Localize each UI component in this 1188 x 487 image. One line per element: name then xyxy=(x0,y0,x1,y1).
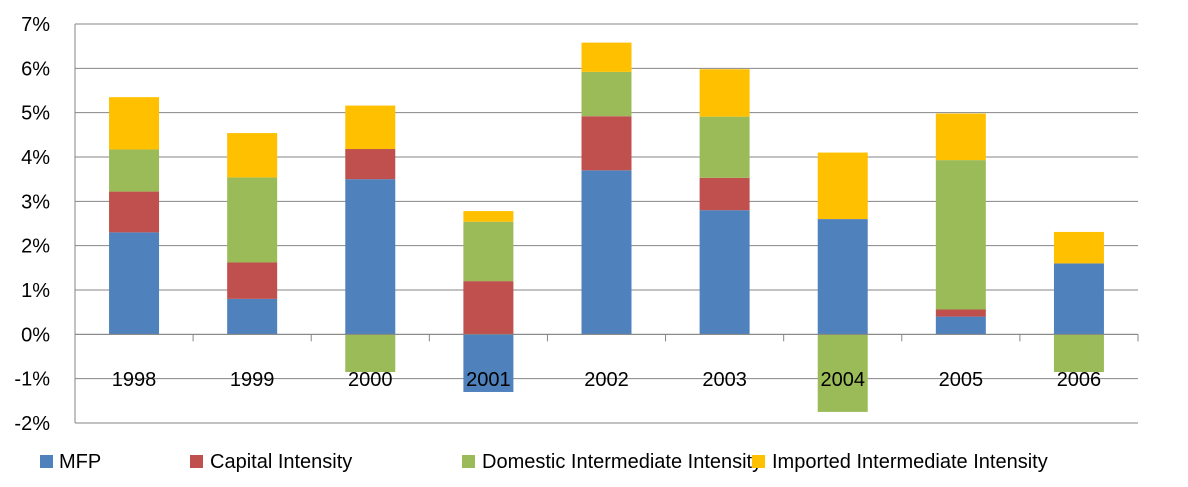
x-tick-label: 1998 xyxy=(112,369,157,391)
bar-mfp-1999 xyxy=(227,298,278,335)
y-tick-label: 0% xyxy=(21,324,50,346)
y-tick-label: -2% xyxy=(14,413,50,435)
bar-imported-intermediate-intensity-2004 xyxy=(817,152,868,220)
x-tick-label: 2000 xyxy=(348,369,393,391)
y-tick-label: 3% xyxy=(21,191,50,213)
bar-capital-intensity-1999 xyxy=(227,262,278,299)
bar-imported-intermediate-intensity-2002 xyxy=(581,42,632,72)
x-tick-label: 2001 xyxy=(466,369,511,391)
bar-imported-intermediate-intensity-1998 xyxy=(109,97,160,150)
bar-imported-intermediate-intensity-2001 xyxy=(463,211,514,222)
y-tick-label: 2% xyxy=(21,236,50,258)
axes: 7% 6% 5% 4% 3% 2% 1% 0% -1% -2% 1998 1999 2000 2001 20… xyxy=(14,14,1139,435)
bar-imported-intermediate-intensity-2005 xyxy=(935,113,986,161)
bar-capital-intensity-1998 xyxy=(109,191,160,233)
y-tick-label: 7% xyxy=(21,14,50,36)
bar-mfp-2001 xyxy=(463,334,514,392)
bar-mfp-2006 xyxy=(1053,263,1104,335)
bar-domestic-intermediate-intensity-1999 xyxy=(227,177,278,263)
legend-label: Capital Intensity xyxy=(210,451,352,473)
legend: MFP Capital Intensity Domestic Intermediat… xyxy=(40,451,1048,473)
y-tick-label: 1% xyxy=(21,280,50,302)
x-tick-label: 2005 xyxy=(939,369,984,391)
bar-mfp-2003 xyxy=(699,210,750,335)
bar-domestic-intermediate-intensity-2000 xyxy=(345,334,396,373)
y-tick-label: -1% xyxy=(14,369,50,391)
bar-imported-intermediate-intensity-2003 xyxy=(699,69,750,117)
bar-domestic-intermediate-intensity-2003 xyxy=(699,116,750,178)
bar-imported-intermediate-intensity-2000 xyxy=(345,105,396,150)
bar-imported-intermediate-intensity-1999 xyxy=(227,133,278,178)
bar-mfp-2002 xyxy=(581,170,632,335)
x-tick-label: 2003 xyxy=(702,369,747,391)
bar-domestic-intermediate-intensity-2001 xyxy=(463,221,514,282)
bar-capital-intensity-2002 xyxy=(581,116,632,171)
bar-capital-intensity-2003 xyxy=(699,177,750,211)
bar-domestic-intermediate-intensity-2002 xyxy=(581,71,632,117)
legend-label: Domestic Intermediate Intensity xyxy=(482,451,762,473)
y-tick-label: 6% xyxy=(21,58,50,80)
legend-swatch xyxy=(40,455,53,468)
bar-domestic-intermediate-intensity-1998 xyxy=(109,149,160,192)
bar-mfp-2004 xyxy=(817,219,868,335)
bar-mfp-1998 xyxy=(109,232,160,335)
legend-swatch xyxy=(462,455,475,468)
bar-domestic-intermediate-intensity-2005 xyxy=(935,160,986,310)
bar-domestic-intermediate-intensity-2006 xyxy=(1053,334,1104,373)
legend-swatch xyxy=(190,455,203,468)
bar-mfp-2000 xyxy=(345,179,396,335)
y-tick-label: 4% xyxy=(21,147,50,169)
bar-capital-intensity-2000 xyxy=(345,149,396,180)
x-tick-label: 2006 xyxy=(1057,369,1102,391)
x-tick-label: 2002 xyxy=(584,369,629,391)
legend-swatch xyxy=(752,455,765,468)
bar-capital-intensity-2005 xyxy=(935,309,986,317)
x-tick-label: 1999 xyxy=(230,369,275,391)
legend-label: Imported Intermediate Intensity xyxy=(772,451,1048,473)
bar-imported-intermediate-intensity-2006 xyxy=(1053,231,1104,264)
x-tick-label: 2004 xyxy=(820,369,865,391)
legend-label: MFP xyxy=(59,451,101,473)
bars xyxy=(109,42,1104,412)
bar-domestic-intermediate-intensity-2004 xyxy=(817,334,868,412)
bar-mfp-2005 xyxy=(935,316,986,335)
y-tick-label: 5% xyxy=(21,103,50,125)
bar-capital-intensity-2001 xyxy=(463,281,514,335)
